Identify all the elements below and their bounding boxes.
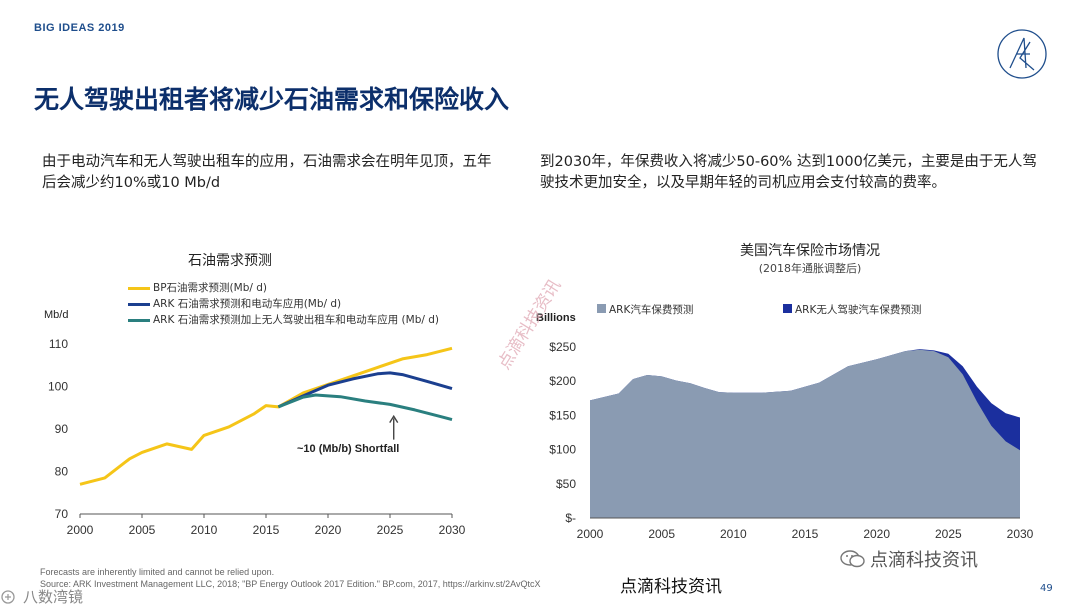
legend-swatch-ark-av [128,318,150,322]
legend-swatch-ark-ev [128,302,150,306]
ins-x-tick-label: 2010 [720,527,747,541]
oil-x-tick-label: 2025 [377,523,404,537]
ins-x-tick-label: 2025 [935,527,962,541]
brand-label: BIG IDEAS 2019 [34,22,125,34]
ins-y-tick-label: $50 [556,477,576,491]
oil-series-line-1 [277,371,453,409]
legend-swatch-bp [128,286,150,290]
legend-label-base: ARK汽车保费预测 [609,304,694,316]
ins-y-tick-label: $100 [549,443,576,457]
wechat-icon [840,550,865,568]
insurance-chart-title: 美国汽车保险市场情况 [740,243,880,259]
ins-x-tick-label: 2015 [792,527,819,541]
oil-x-tick-label: 2015 [253,523,280,537]
corner-watermark-icon [1,589,15,604]
center-watermark: 点滴科技资讯 [620,577,722,597]
oil-y-tick-label: 90 [55,422,69,436]
wechat-watermark: 点滴科技资讯 [840,546,978,572]
oil-x-tick-label: 2030 [439,523,466,537]
legend-swatch-av [783,304,792,313]
oil-x-tick-label: 2000 [67,523,94,537]
corner-watermark-label: 八数湾镜 [23,588,84,606]
oil-y-tick-label: 110 [49,337,68,351]
legend-label-av: ARK无人驾驶汽车保费预测 [795,304,922,316]
legend-label-ark-ev: ARK 石油需求预测和电动车应用(Mb/ d) [153,298,342,310]
ins-x-tick-label: 2000 [577,527,604,541]
oil-y-tick-label: 80 [55,465,69,479]
legend-label-ark-av: ARK 石油需求预测加上无人驾驶出租车和电动车应用 (Mb/ d) [153,314,439,326]
insurance-legend-base: ARK汽车保费预测 [597,302,693,317]
oil-legend-ark-ev: ARK 石油需求预测和电动车应用(Mb/ d) [128,296,341,311]
shortfall-arrow-head [389,414,399,423]
legend-label-bp: BP石油需求预测(Mb/ d) [153,282,267,294]
right-paragraph: 到2030年，年保费收入将减少50-60% 达到1000亿美元，主要是由于无人驾… [540,154,1037,191]
oil-x-tick-label: 2020 [315,523,342,537]
oil-chart-title: 石油需求预测 [188,253,272,269]
ins-y-tick-label: $- [565,511,576,525]
wechat-label: 点滴科技资讯 [870,550,978,571]
oil-y-tick-label: 70 [55,507,69,521]
corner-watermark: 八数湾镜 [0,586,83,607]
insurance-chart: Billions $- $50 $100 $150 $200 $250 2000 2005 201… [536,312,1034,541]
page-title: 无人驾驶出租者将减少石油需求和保险收入 [34,85,510,114]
legend-swatch-base [597,304,606,313]
page-number: 49 [1040,583,1053,594]
oil-series-line-0 [79,346,453,486]
insurance-chart-subtitle: (2018年通胀调整后) [758,262,862,275]
forecast-note: Forecasts are inherently limited and can… [40,567,275,577]
oil-demand-chart: Mb/d 70 80 90 100 110 2000 2005 2010 2015 2020 2025… [44,309,466,537]
ins-area-base [590,349,1020,518]
oil-legend-ark-av: ARK 石油需求预测加上无人驾驶出租车和电动车应用 (Mb/ d) [128,312,439,327]
insurance-legend-av: ARK无人驾驶汽车保费预测 [783,302,921,317]
oil-x-tick-label: 2005 [129,523,156,537]
ins-y-tick-label: $200 [549,374,576,388]
shortfall-annotation: ~10 (Mb/b) Shortfall [297,443,399,455]
ins-x-tick-label: 2020 [863,527,890,541]
ins-x-tick-label: 2005 [648,527,675,541]
left-paragraph: 由于电动汽车和无人驾驶出租车的应用，石油需求会在明年见顶，五年后会减少约10%或… [42,154,492,191]
oil-y-axis-label: Mb/d [44,309,68,321]
source-note: Source: ARK Investment Management LLC, 2… [40,579,541,589]
ark-logo-icon [997,29,1047,79]
ins-y-tick-label: $150 [549,408,576,422]
oil-y-tick-label: 100 [48,380,68,394]
oil-series-line-2 [277,393,453,422]
ins-y-tick-label: $250 [549,340,576,354]
oil-legend-bp: BP石油需求预测(Mb/ d) [128,280,267,295]
ins-y-axis-label: Billions [536,312,576,324]
oil-x-tick-label: 2010 [191,523,218,537]
ins-x-tick-label: 2030 [1007,527,1034,541]
